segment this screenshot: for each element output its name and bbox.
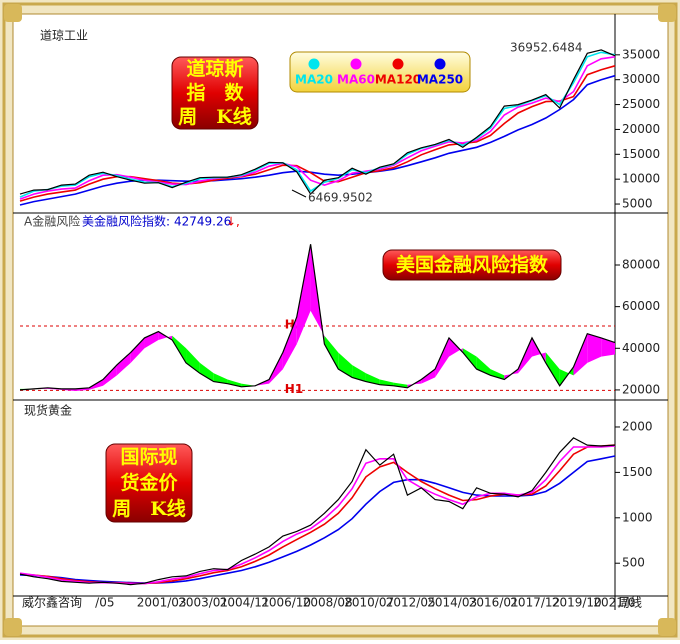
x-tick-label: 2010/07 [344,596,394,610]
ma-line [19,56,616,200]
risk-fill [448,337,463,357]
risk-fill [559,367,574,386]
risk-fill [462,348,477,370]
y-tick-label: 10000 [622,172,660,186]
risk-fill [186,348,200,374]
risk-fill [435,337,449,378]
y-tick-label: 500 [622,556,645,570]
x-tick-label: 2016/01 [469,596,519,610]
risk-fill [144,331,159,349]
price-line [19,49,616,196]
risk-fill [199,362,214,382]
risk-fill [130,337,145,363]
y-tick-label: 80000 [622,258,660,272]
badge-text: 道琼斯 [186,57,243,80]
badge-text: 指 数 [186,81,244,104]
annotation-low: 6469.9502 [308,191,373,205]
annotation-high: 36952.6484 [510,41,583,55]
y-tick-label: 30000 [622,72,660,86]
risk-fill [324,335,339,370]
risk-fill [490,369,505,380]
readout-value: 42749.26 [174,215,231,229]
panel-title: 道琼工业 [40,28,88,43]
y-tick-label: 60000 [622,299,660,313]
source: 威尔鑫咨询 [22,595,82,610]
risk-fill [338,352,353,378]
ma-line [19,74,616,206]
risk-fill [393,382,408,388]
badge-text: 周 K线 [178,105,252,128]
y-tick-label: 15000 [622,147,660,161]
x-tick-label: 2001/03 [137,596,187,610]
y-tick-label: 40000 [622,341,660,355]
price-line [19,244,616,391]
readout-trend: ↓, [226,215,240,229]
x-tick-label: /05 [95,596,114,610]
risk-fill [379,379,394,386]
legend-box [289,51,471,93]
plot-frame [12,13,669,627]
risk-fill [545,352,560,386]
x-tick-label: 2019/10 [552,596,602,610]
badge-text: 国际现 [120,446,177,468]
annotation-pointer [291,189,307,198]
legend-dot [350,58,362,70]
risk-fill [116,352,131,376]
legend-dot [308,58,320,70]
y-tick-label: 35000 [622,47,660,61]
x-tick-label: 2014/03 [427,596,477,610]
x-tick-label: 2017/12 [510,596,560,610]
y-tick-label: 1500 [622,465,653,479]
legend-label: MA120 [375,73,421,87]
source-box [14,597,90,610]
x-tick-label: 2003/01 [178,596,228,610]
risk-fill [601,337,615,357]
y-tick-label: 1000 [622,510,653,524]
x-tick-label: 2012/05 [386,596,436,610]
risk-fill [296,244,311,345]
y-tick-label: 20000 [622,122,660,136]
x-tick-label: 2004/11 [220,596,270,610]
h-line-label: H1 [285,382,303,396]
period: 周线 [618,596,642,610]
badge-text: 美国金融风险指数 [396,253,549,276]
y-tick-label: 20000 [622,382,660,396]
legend-label: MA20 [295,73,333,87]
legend-dot [434,58,446,70]
badge-bg [382,249,562,281]
price-line [19,437,616,586]
badge-bg [171,56,259,130]
panel-title: 现货黄金 [24,403,72,418]
panel-dividers [13,14,668,610]
y-tick-label: 2000 [622,419,653,433]
legend-label: MA250 [417,73,463,87]
corner-ornaments [4,4,676,636]
x-tick-label: 2006/10 [261,596,311,610]
risk-fill [421,369,436,384]
risk-fill [587,333,602,363]
x-tick-label: 2021/0 [593,596,635,610]
y-tick-label: 25000 [622,97,660,111]
badge-bg [105,443,193,523]
panel-title: A金融风险 [24,214,80,229]
x-tick-label: 2008/08 [303,596,353,610]
risk-fill [213,373,228,384]
badge-text: 周 K线 [112,497,186,520]
risk-fill [352,364,366,382]
risk-fill [103,364,117,386]
y-tick-label: 5000 [622,197,653,211]
readout-label: 美金融风险指数: [82,214,170,229]
badge-text: 货金价 [120,471,178,494]
risk-fill [227,379,242,387]
risk-fill [282,317,297,370]
risk-fill [573,333,588,376]
legend-dot [392,58,404,70]
legend-label: MA60 [337,73,375,87]
